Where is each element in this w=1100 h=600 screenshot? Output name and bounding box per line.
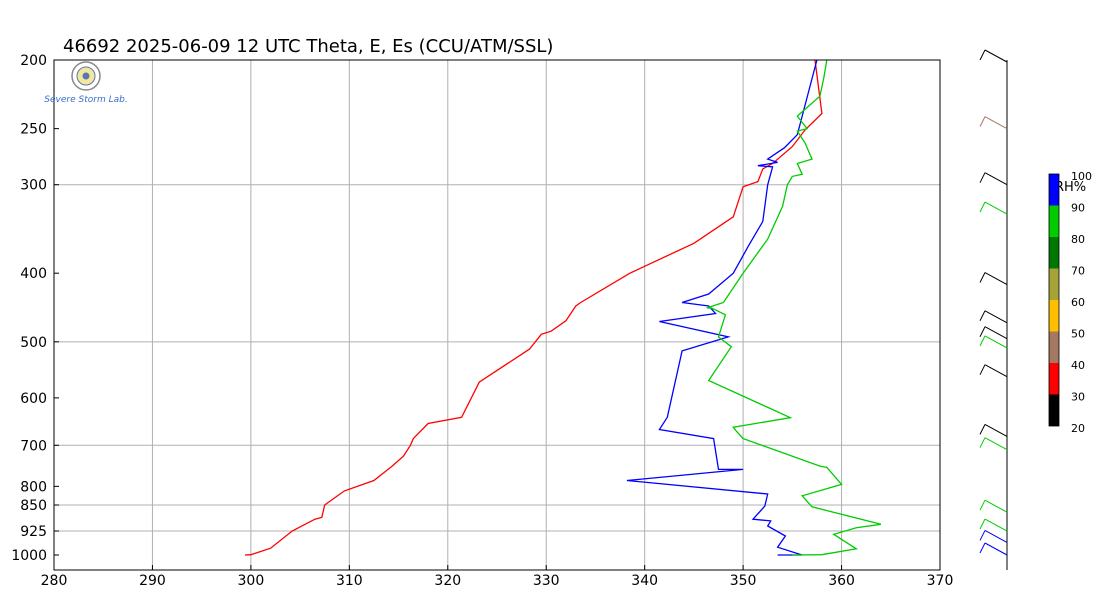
rh-legend-title: RH% xyxy=(1055,180,1086,195)
wind-barb xyxy=(979,364,1008,378)
series-line-0 xyxy=(244,59,823,556)
x-tick-label: 320 xyxy=(434,573,461,589)
x-tick-label: 340 xyxy=(631,573,658,589)
wind-barb xyxy=(979,530,1008,543)
wind-barb-flag xyxy=(979,335,986,347)
wind-barb-shaft xyxy=(984,542,1008,556)
wind-barb-flag xyxy=(979,542,986,554)
wind-barb xyxy=(979,116,1008,130)
data-series xyxy=(244,59,882,556)
y-tick-label: 400 xyxy=(20,266,47,282)
wind-barb-flag xyxy=(979,518,986,530)
chart-title: 46692 2025-06-09 12 UTC Theta, E, Es (CC… xyxy=(63,36,553,57)
rh-legend-label: 20 xyxy=(1071,422,1085,435)
wind-barb-flag xyxy=(979,310,986,322)
wind-barb-shaft xyxy=(984,499,1008,513)
rh-legend-label: 70 xyxy=(1071,265,1085,278)
wind-barbs xyxy=(979,49,1008,570)
y-tick-label: 850 xyxy=(20,498,47,514)
rh-legend-label: 60 xyxy=(1071,296,1085,309)
grid-lines xyxy=(54,60,940,570)
y-tick-label: 800 xyxy=(20,479,47,495)
wind-barb-flag xyxy=(979,201,986,213)
wind-barb xyxy=(979,518,1008,532)
wind-barb-shaft xyxy=(984,364,1008,378)
wind-barb xyxy=(979,542,1008,556)
wind-barb xyxy=(979,49,1008,63)
rh-color-legend: RH% 100 90 80 70 60 50 40 30 20 xyxy=(1048,170,1092,435)
wind-barb-shaft xyxy=(984,172,1008,186)
wind-barb-flag xyxy=(979,437,986,448)
x-tick-label: 310 xyxy=(336,573,363,589)
wind-barb-flag xyxy=(979,272,986,283)
wind-barb xyxy=(979,201,1008,215)
rh-legend-label: 40 xyxy=(1071,359,1085,372)
wind-barb-shaft xyxy=(984,437,1008,451)
rh-legend-label: 30 xyxy=(1071,391,1085,404)
y-tick-label: 200 xyxy=(20,53,47,69)
wind-barb-shaft xyxy=(984,201,1008,215)
series-line-1 xyxy=(626,59,818,556)
wind-barb-flag xyxy=(979,116,986,127)
wind-barb-shaft xyxy=(984,49,1008,63)
x-tick-label: 370 xyxy=(927,573,954,589)
wind-barb xyxy=(979,335,1008,349)
rh-color-block xyxy=(1049,174,1059,206)
x-axis-ticks: 280 290 300 310 320 330 340 350 360 370 xyxy=(41,565,954,589)
x-tick-label: 300 xyxy=(238,573,265,589)
wind-barb-shaft xyxy=(984,272,1008,285)
wind-barb-flag xyxy=(979,49,986,61)
rh-color-block xyxy=(1049,237,1059,269)
rh-color-block xyxy=(1049,363,1059,395)
y-tick-label: 500 xyxy=(20,335,47,351)
wind-barb-shaft xyxy=(984,423,1008,437)
wind-barb-shaft xyxy=(984,116,1008,130)
wind-barb xyxy=(979,310,1008,324)
x-tick-label: 350 xyxy=(730,573,757,589)
x-tick-label: 280 xyxy=(41,573,68,589)
rh-color-block xyxy=(1049,300,1059,332)
wind-barb-flag xyxy=(979,424,986,435)
rh-color-block xyxy=(1049,268,1059,300)
rh-color-block xyxy=(1049,205,1059,237)
rh-legend-label: 90 xyxy=(1071,202,1085,215)
y-tick-label: 250 xyxy=(20,122,47,138)
y-tick-label: 925 xyxy=(20,524,47,540)
wind-barb-shaft xyxy=(984,326,1008,340)
plot-frame xyxy=(53,59,941,571)
x-tick-label: 360 xyxy=(828,573,855,589)
logo-text: Severe Storm Lab. xyxy=(44,95,127,105)
wind-barb-shaft xyxy=(984,530,1008,543)
x-tick-label: 290 xyxy=(139,573,166,589)
wind-barb xyxy=(979,423,1008,437)
rh-legend-label: 100 xyxy=(1071,170,1092,183)
wind-barb-flag xyxy=(979,530,986,541)
wind-barb xyxy=(979,326,1008,340)
y-tick-label: 1000 xyxy=(11,548,47,564)
rh-color-block xyxy=(1049,394,1059,426)
wind-barb-shaft xyxy=(984,335,1008,349)
rh-legend-label: 50 xyxy=(1071,328,1085,341)
wind-barb xyxy=(979,499,1008,513)
y-axis-ticks: 200 250 300 400 500 600 700 800 850 925 1000 xyxy=(11,53,59,564)
wind-barb-flag xyxy=(979,326,986,337)
rh-color-block xyxy=(1049,331,1059,363)
series-line-2 xyxy=(706,59,882,556)
rh-legend-frame xyxy=(1048,173,1060,427)
x-tick-label: 330 xyxy=(533,573,560,589)
wind-barb-flag xyxy=(979,364,986,375)
wind-barb xyxy=(979,172,1008,186)
y-tick-label: 700 xyxy=(20,438,47,454)
wind-barb xyxy=(979,437,1008,451)
y-tick-label: 600 xyxy=(20,391,47,407)
wind-barb-shaft xyxy=(984,310,1008,324)
y-tick-label: 300 xyxy=(20,178,47,194)
wind-barb-flag xyxy=(979,499,986,511)
wind-barb-flag xyxy=(979,172,986,183)
wind-barb xyxy=(979,272,1008,285)
wind-barb-shaft xyxy=(984,518,1008,532)
rh-legend-label: 80 xyxy=(1071,233,1085,246)
severe-storm-lab-logo: Severe Storm Lab. xyxy=(44,61,128,105)
